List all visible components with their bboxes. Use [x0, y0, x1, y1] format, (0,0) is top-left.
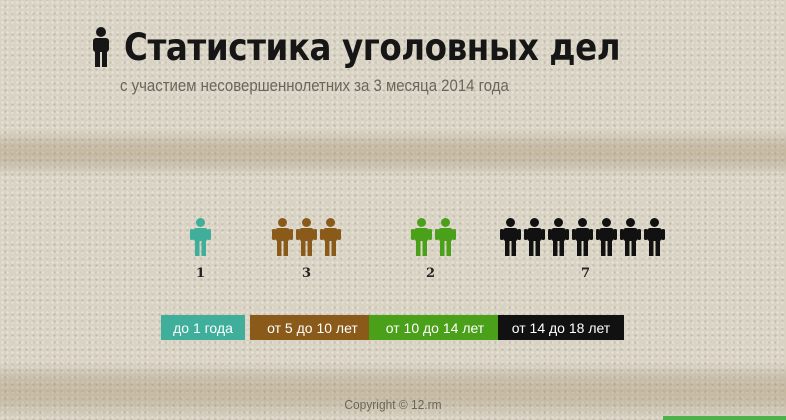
legend-under-1: до 1 года — [161, 315, 245, 340]
person-icon — [644, 218, 665, 256]
person-icon — [572, 218, 593, 256]
count-under-1: 1 — [196, 266, 206, 281]
person-group-under-1 — [189, 218, 212, 256]
person-icon — [596, 218, 617, 256]
person-icon — [190, 218, 211, 256]
person-icon — [90, 27, 112, 67]
legend-14-18: от 14 до 18 лет — [498, 315, 624, 340]
person-icon — [435, 218, 456, 256]
person-icon — [411, 218, 432, 256]
person-icon — [524, 218, 545, 256]
count-10-14: 2 — [426, 266, 436, 281]
count-14-18: 7 — [581, 266, 591, 281]
count-5-10: 3 — [302, 266, 312, 281]
copyright: Copyright © 12.rm — [344, 397, 442, 412]
corner-accent — [663, 416, 786, 420]
decorative-band-top — [0, 130, 786, 176]
header: Статистика уголовных дел — [90, 22, 688, 72]
person-icon — [272, 218, 293, 256]
legend-5-10: от 5 до 10 лет — [250, 315, 375, 340]
person-icon — [620, 218, 641, 256]
person-icon — [548, 218, 569, 256]
person-icon — [500, 218, 521, 256]
legend-10-14: от 10 до 14 лет — [369, 315, 501, 340]
person-icon — [296, 218, 317, 256]
page-title: Статистика уголовных дел — [124, 25, 621, 69]
decorative-band-bottom — [0, 362, 786, 420]
page-subtitle: с участием несовершеннолетних за 3 месяц… — [120, 76, 509, 95]
person-group-10-14 — [410, 218, 457, 256]
person-icon — [320, 218, 341, 256]
person-group-14-18 — [499, 218, 666, 256]
person-group-5-10 — [271, 218, 342, 256]
